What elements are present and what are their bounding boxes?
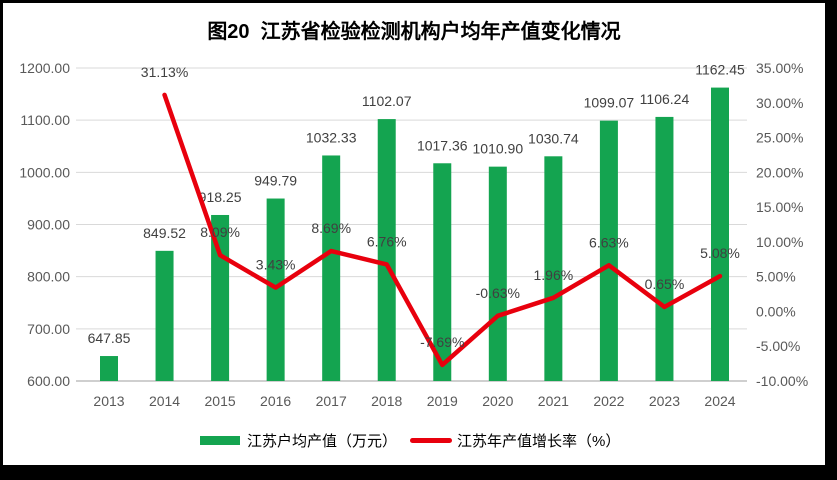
left-axis-tick-label: 900.00 — [27, 217, 70, 233]
line-value-label: 1.96% — [534, 267, 574, 283]
bar-value-label: 949.79 — [254, 173, 297, 189]
line-value-label: 6.76% — [367, 233, 407, 249]
right-axis-tick-label: 5.00% — [756, 269, 796, 285]
bar-2014 — [155, 250, 174, 381]
bar-value-label: 1017.36 — [417, 137, 468, 153]
bar-value-label: 1106.24 — [640, 91, 690, 107]
left-axis-tick-label: 1100.00 — [20, 112, 70, 128]
bar-2022 — [599, 120, 618, 381]
left-axis-tick-label: 1000.00 — [19, 164, 70, 180]
line-value-label: 0.65% — [645, 276, 685, 292]
bar-2020 — [488, 166, 507, 381]
bar-value-label: 1030.74 — [528, 130, 579, 146]
bar-2024 — [710, 87, 729, 381]
bar-value-label: 1032.33 — [306, 129, 357, 145]
x-axis-tick-label: 2015 — [205, 393, 236, 409]
right-axis-tick-label: -5.00% — [756, 338, 800, 354]
x-axis-tick-label: 2013 — [93, 393, 124, 409]
legend-bar-label: 江苏户均产值（万元） — [247, 433, 398, 450]
bar-2017 — [322, 155, 341, 381]
line-value-label: -7.69% — [420, 334, 464, 350]
left-axis-tick-label: 700.00 — [27, 321, 70, 337]
bar-value-label: 647.85 — [88, 330, 131, 346]
right-axis-tick-label: 10.00% — [756, 234, 803, 250]
bar-2021 — [544, 156, 563, 381]
legend-bar-swatch — [200, 436, 240, 445]
right-axis-tick-label: 30.00% — [756, 95, 803, 111]
bar-2013 — [100, 356, 118, 381]
legend-line-label: 江苏年产值增长率（%） — [457, 433, 621, 450]
chart-background — [3, 3, 825, 465]
x-axis-tick-label: 2017 — [316, 393, 347, 409]
right-axis-tick-label: 20.00% — [756, 164, 803, 180]
chart-legend: 江苏户均产值（万元） 江苏年产值增长率（%） — [200, 430, 620, 451]
left-axis-tick-label: 1200.00 — [19, 60, 70, 76]
line-value-label: 31.13% — [141, 64, 188, 80]
bar-value-label: 1010.90 — [473, 141, 524, 157]
right-axis-tick-label: 25.00% — [756, 130, 803, 146]
growth-rate-line — [162, 92, 723, 368]
chart-title: 图20 江苏省检验检测机构户均年产值变化情况 — [207, 21, 621, 43]
x-axis-tick-label: 2022 — [593, 393, 624, 409]
x-axis-tick-label: 2016 — [260, 393, 291, 409]
line-value-label: -0.63% — [476, 285, 520, 301]
bar-2018 — [377, 119, 396, 381]
x-axis-tick-label: 2020 — [482, 393, 513, 409]
right-axis-tick-label: 0.00% — [756, 303, 796, 319]
right-axis-tick-label: 15.00% — [756, 199, 803, 215]
x-axis-tick-label: 2014 — [149, 393, 180, 409]
line-value-label: 6.63% — [589, 234, 629, 250]
bar-value-label: 849.52 — [143, 225, 186, 241]
right-axis-tick-label: -10.00% — [756, 373, 808, 389]
x-axis-tick-label: 2021 — [538, 393, 569, 409]
bar-value-label: 1162.45 — [695, 62, 745, 78]
line-value-label: 5.08% — [700, 245, 740, 261]
legend-line-swatch — [410, 438, 453, 443]
left-axis-tick-label: 800.00 — [27, 269, 70, 285]
line-value-label: 8.69% — [311, 220, 351, 236]
x-axis-tick-label: 2018 — [371, 393, 402, 409]
bar-2019 — [433, 163, 452, 381]
x-axis-tick-label: 2024 — [704, 393, 735, 409]
line-value-label: 8.09% — [200, 224, 240, 240]
bar-value-label: 1102.07 — [362, 93, 412, 109]
x-axis-tick-label: 2019 — [427, 393, 458, 409]
right-axis-tick-label: 35.00% — [756, 60, 803, 76]
x-axis-tick-label: 2023 — [649, 393, 680, 409]
line-value-label: 3.43% — [256, 257, 296, 273]
bar-2023 — [655, 116, 674, 381]
bar-value-label: 1099.07 — [584, 95, 635, 111]
left-axis-tick-label: 600.00 — [27, 373, 70, 389]
bar-value-label: 918.25 — [199, 189, 242, 205]
